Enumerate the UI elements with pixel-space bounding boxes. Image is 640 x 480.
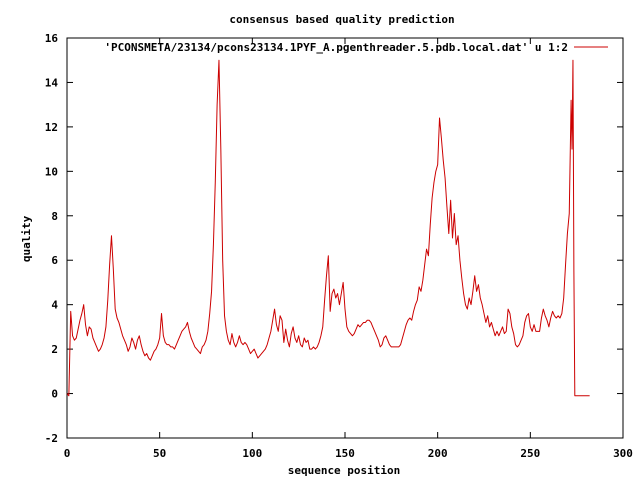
legend-label: 'PCONSMETA/23134/pcons23134.1PYF_A.pgent… <box>104 41 568 54</box>
y-tick-label: -2 <box>45 432 58 445</box>
plot-frame <box>66 37 624 439</box>
legend: 'PCONSMETA/23134/pcons23134.1PYF_A.pgent… <box>104 41 608 54</box>
x-tick-label: 0 <box>64 447 71 460</box>
chart-title: consensus based quality prediction <box>229 13 454 26</box>
x-tick-label: 300 <box>613 447 633 460</box>
axis-ticks <box>66 37 624 439</box>
y-tick-label: 10 <box>45 165 58 178</box>
y-tick-label: 14 <box>45 76 59 89</box>
axis-tick-labels: 0 50 100 150 200 250 300 -2 0 2 4 6 8 10 12 14 16 <box>45 32 633 460</box>
x-tick-label: 250 <box>520 447 540 460</box>
series-group <box>66 59 590 397</box>
x-tick-label: 50 <box>153 447 166 460</box>
y-tick-label: 4 <box>51 299 58 312</box>
x-tick-label: 100 <box>242 447 262 460</box>
y-tick-label: 2 <box>51 343 58 356</box>
x-axis-label: sequence position <box>288 464 401 477</box>
series-line <box>66 59 590 397</box>
x-tick-label: 150 <box>335 447 355 460</box>
y-axis-label: quality <box>20 215 33 262</box>
y-tick-label: 8 <box>51 210 58 223</box>
y-tick-label: 16 <box>45 32 59 45</box>
y-tick-label: 0 <box>51 388 58 401</box>
y-tick-label: 6 <box>51 254 58 267</box>
y-tick-label: 12 <box>45 121 58 134</box>
x-tick-label: 200 <box>428 447 448 460</box>
